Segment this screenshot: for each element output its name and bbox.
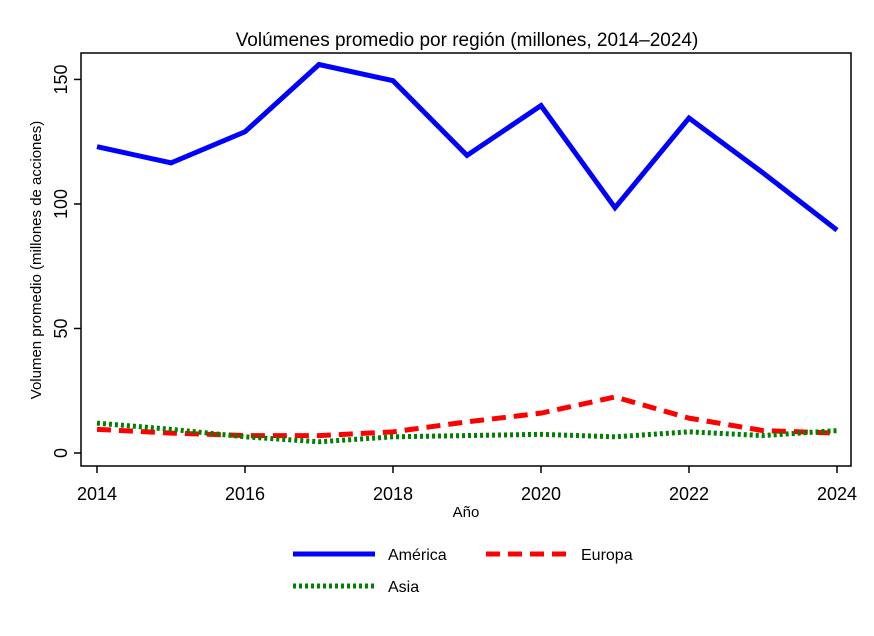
x-tick-label: 2020	[521, 484, 561, 504]
x-tick-label: 2014	[77, 484, 117, 504]
x-tick-label: 2024	[817, 484, 857, 504]
legend-label-america: América	[388, 547, 447, 564]
series-line-america	[96, 61, 839, 233]
legend-label-asia: Asia	[388, 579, 419, 596]
y-tick-label: 0	[51, 448, 71, 458]
x-axis-title: Año	[453, 504, 480, 521]
series-lines	[96, 61, 839, 445]
x-tick-label: 2016	[225, 484, 265, 504]
legend: América Europa Asia	[293, 547, 633, 596]
x-tick-label: 2022	[669, 484, 709, 504]
y-axis-title: Volumen promedio (millones de acciones)	[28, 121, 45, 399]
series-line-europa	[96, 394, 838, 439]
y-tick-label: 50	[51, 318, 71, 338]
x-tick-label: 2018	[373, 484, 413, 504]
legend-label-europa: Europa	[581, 547, 633, 564]
plot-frame	[80, 52, 852, 467]
axes: 2014 2016 2018 2020 2022 2024 0 50 100 150	[51, 64, 857, 504]
y-tick-label: 150	[51, 64, 71, 94]
chart-title: Volúmenes promedio por región (millones,…	[236, 30, 699, 51]
y-tick-label: 100	[51, 189, 71, 219]
